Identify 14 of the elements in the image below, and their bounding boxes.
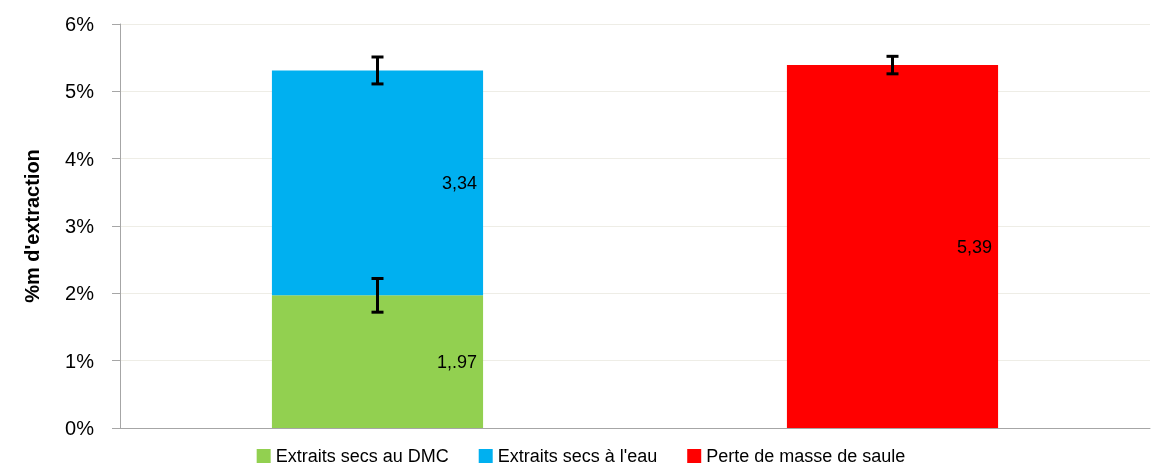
data-label: 5,39 — [957, 236, 993, 257]
y-tick-label: 6% — [65, 13, 95, 35]
legend-label: Extraits secs au DMC — [275, 446, 449, 466]
legend-label: Perte de masse de saule — [706, 446, 906, 466]
y-tick-label: 2% — [65, 282, 95, 305]
y-tick-label: 1% — [65, 349, 95, 372]
legend-label: Extraits secs à l'eau — [497, 446, 658, 466]
y-tick-label: 5% — [65, 80, 95, 103]
y-tick-label: 4% — [65, 147, 95, 170]
data-label: 3,34 — [442, 172, 478, 193]
data-label: 1,.97 — [437, 351, 478, 372]
y-axis-title: %m d'extraction — [21, 149, 43, 303]
y-tick-label: 3% — [65, 215, 95, 237]
y-tick-label: 0% — [65, 417, 95, 439]
